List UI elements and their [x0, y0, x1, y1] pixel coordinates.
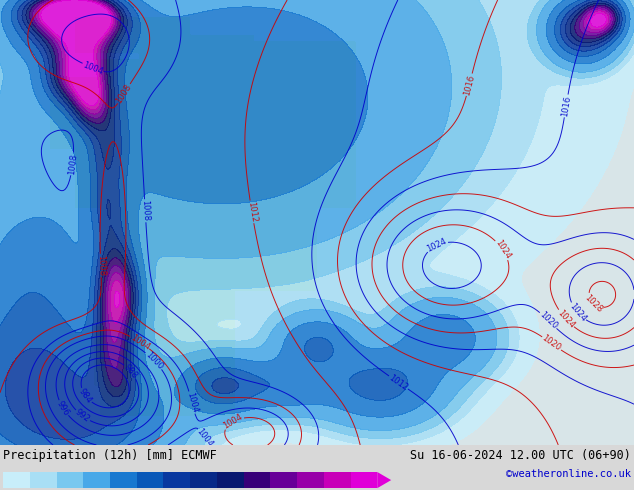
- Bar: [351, 472, 377, 488]
- Text: 1004: 1004: [129, 333, 151, 352]
- Bar: [110, 472, 137, 488]
- Text: 1008: 1008: [67, 153, 79, 175]
- Text: 1020: 1020: [540, 334, 563, 353]
- Text: 1012: 1012: [387, 373, 410, 392]
- Bar: [137, 472, 164, 488]
- Bar: [3, 472, 30, 488]
- Bar: [297, 472, 324, 488]
- Text: 1024: 1024: [567, 301, 588, 323]
- Text: 1008: 1008: [96, 255, 106, 276]
- Bar: [270, 472, 297, 488]
- Text: Precipitation (12h) [mm] ECMWF: Precipitation (12h) [mm] ECMWF: [3, 448, 217, 462]
- Text: 988: 988: [122, 362, 139, 380]
- Text: 984: 984: [77, 387, 94, 405]
- Bar: [190, 472, 217, 488]
- Text: 1024: 1024: [425, 237, 448, 254]
- Text: 1020: 1020: [538, 310, 559, 331]
- Text: 1004: 1004: [184, 391, 199, 414]
- Bar: [56, 472, 83, 488]
- Text: 1004: 1004: [222, 412, 245, 431]
- Text: 996: 996: [55, 399, 71, 417]
- Bar: [324, 472, 351, 488]
- Text: 1016: 1016: [462, 74, 476, 96]
- Text: 992: 992: [74, 408, 91, 424]
- Bar: [217, 472, 243, 488]
- Text: 1028: 1028: [583, 293, 604, 314]
- Bar: [83, 472, 110, 488]
- Text: 1012: 1012: [246, 201, 258, 223]
- Text: Su 16-06-2024 12.00 UTC (06+90): Su 16-06-2024 12.00 UTC (06+90): [410, 448, 631, 462]
- Bar: [164, 472, 190, 488]
- Text: 1016: 1016: [560, 95, 573, 117]
- Bar: [243, 472, 270, 488]
- Text: 1024: 1024: [493, 239, 512, 261]
- Text: 1008: 1008: [115, 82, 133, 105]
- Text: 1004: 1004: [82, 60, 105, 76]
- Text: 1000: 1000: [143, 350, 165, 371]
- Text: 1004: 1004: [195, 427, 215, 449]
- Text: 1008: 1008: [140, 200, 150, 221]
- Polygon shape: [377, 472, 391, 488]
- Text: ©weatheronline.co.uk: ©weatheronline.co.uk: [506, 469, 631, 479]
- Bar: [30, 472, 56, 488]
- Text: 1024: 1024: [555, 308, 576, 330]
